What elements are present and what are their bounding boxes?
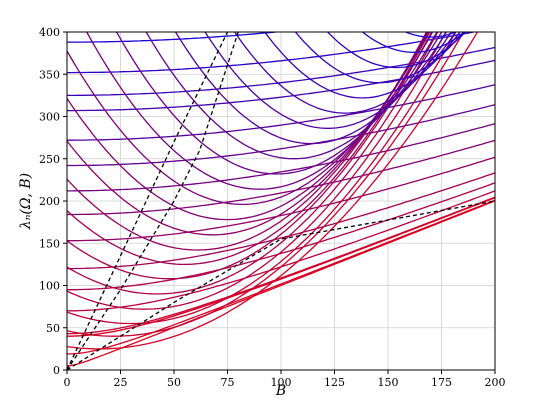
- series-line: [67, 32, 457, 325]
- series-line: [67, 32, 479, 350]
- dashed-line: [67, 32, 239, 370]
- series-line: [67, 32, 431, 266]
- series-line: [204, 32, 452, 129]
- series-line: [67, 32, 465, 337]
- x-tick-label: 0: [64, 376, 71, 389]
- y-tick-label: 0: [53, 364, 60, 377]
- series-line: [67, 32, 439, 295]
- x-axis-label: B: [275, 383, 286, 399]
- y-tick-label: 100: [39, 280, 60, 293]
- series-line: [67, 32, 428, 221]
- y-tick-label: 400: [39, 26, 60, 39]
- series-line: [67, 123, 495, 192]
- y-axis-label: λₙ(Ω, B): [18, 173, 34, 230]
- series-line: [67, 182, 495, 291]
- series-line: [67, 32, 430, 206]
- series-line: [67, 59, 495, 112]
- series-line: [67, 84, 495, 141]
- series-line: [67, 156, 495, 242]
- series-line: [294, 32, 465, 84]
- series-line: [67, 197, 495, 337]
- series-line: [85, 32, 434, 190]
- x-tick-label: 175: [431, 376, 452, 389]
- y-tick-label: 350: [39, 68, 60, 81]
- series-line: [361, 32, 466, 53]
- series-line: [67, 32, 282, 43]
- series-line: [67, 104, 495, 167]
- series-line: [404, 32, 458, 38]
- series-line: [115, 32, 438, 175]
- x-tick-label: 125: [324, 376, 345, 389]
- x-tick-label: 50: [167, 376, 181, 389]
- x-tick-label: 75: [221, 376, 235, 389]
- series-line: [67, 172, 495, 270]
- x-tick-label: 200: [485, 376, 506, 389]
- series-line: [174, 32, 448, 145]
- series-line: [67, 200, 495, 367]
- ticks: 0 25 50 75 100 125 150 175 200 0 50 100 150 200 250 300…: [39, 26, 506, 389]
- curves: [67, 32, 495, 367]
- y-tick-label: 300: [39, 111, 60, 124]
- series-line: [326, 32, 467, 69]
- x-tick-label: 150: [378, 376, 399, 389]
- dashed-lines: [67, 32, 495, 370]
- series-line: [145, 32, 443, 160]
- dashed-line: [67, 32, 229, 370]
- series-line: [263, 32, 461, 99]
- dashed-line: [67, 200, 495, 370]
- x-tick-label: 100: [271, 376, 292, 389]
- series-line: [67, 139, 495, 216]
- y-tick-label: 200: [39, 195, 60, 208]
- x-tick-label: 25: [114, 376, 128, 389]
- y-tick-label: 250: [39, 153, 60, 166]
- y-tick-label: 50: [46, 322, 60, 335]
- series-line: [67, 199, 495, 355]
- y-tick-label: 150: [39, 237, 60, 250]
